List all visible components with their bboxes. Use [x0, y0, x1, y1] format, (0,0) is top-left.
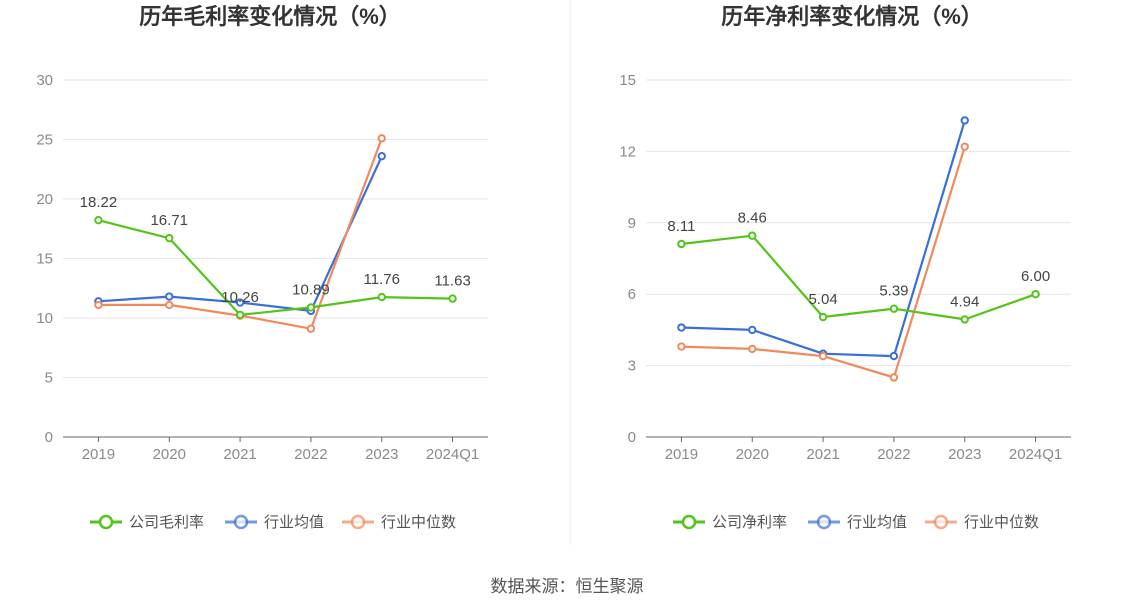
data-point-avg	[235, 298, 245, 307]
legend-label: 行业中位数	[381, 514, 456, 531]
legend-item-avg[interactable]: 行业均值	[808, 514, 907, 531]
data-point-median	[306, 324, 316, 333]
data-point-company	[165, 233, 174, 243]
x-tick-label: 2020	[736, 446, 769, 463]
data-label: 16.71	[150, 212, 188, 229]
data-label: 8.11	[667, 218, 695, 235]
y-tick-label: 20	[36, 191, 53, 208]
legend-marker	[98, 514, 114, 530]
data-point-avg	[960, 116, 969, 125]
legend-marker	[233, 514, 249, 530]
x-tick-label: 2024Q1	[426, 446, 479, 463]
x-tick-label: 2021	[806, 446, 839, 463]
legend-item-median[interactable]: 行业中位数	[925, 514, 1039, 531]
data-label: 6.00	[1021, 268, 1050, 285]
data-point-median	[748, 344, 757, 354]
data-point-company	[377, 292, 386, 302]
y-tick-label: 25	[36, 132, 53, 149]
data-label: 18.22	[80, 194, 118, 211]
legend-item-median[interactable]: 行业中位数	[342, 514, 456, 531]
data-point-company	[235, 310, 245, 320]
x-tick-label: 2020	[153, 446, 186, 463]
chart-title: 历年毛利率变化情况（%）	[139, 4, 401, 29]
data-point-median	[165, 300, 174, 310]
x-tick-label: 2023	[365, 446, 398, 463]
series-line-avg	[98, 155, 383, 312]
data-point-median	[818, 351, 828, 361]
data-label: 4.94	[950, 293, 979, 310]
x-tick-label: 2023	[948, 446, 981, 463]
series-line-company	[681, 234, 1036, 321]
legend-item-company[interactable]: 公司毛利率	[90, 514, 204, 531]
data-point-company	[306, 303, 316, 312]
data-label: 8.46	[738, 210, 767, 227]
data-point-company	[1031, 290, 1040, 299]
data-point-avg	[677, 323, 686, 332]
data-label: 11.76	[364, 271, 400, 288]
legend-item-avg[interactable]: 行业均值	[225, 514, 324, 531]
y-tick-label: 15	[36, 251, 53, 268]
chart-panel-1: 历年毛利率变化情况（%） 0 5 10 15 20 25 30 2019 2020 2021 2022…	[36, 4, 488, 531]
y-tick-label: 0	[628, 429, 636, 446]
chart-title: 历年净利率变化情况（%）	[721, 4, 983, 29]
y-tick-label: 9	[628, 215, 636, 232]
legend-item-company[interactable]: 公司净利率	[673, 514, 787, 531]
y-tick-label: 30	[36, 72, 53, 89]
y-tick-label: 6	[628, 286, 636, 303]
x-tick-label: 2022	[877, 446, 910, 463]
data-point-avg	[748, 325, 757, 335]
legend-label: 公司净利率	[712, 514, 787, 531]
data-point-company	[448, 294, 457, 303]
data-label: 10.89	[292, 281, 330, 298]
legend-label: 行业中位数	[964, 514, 1039, 531]
x-tick-label: 2019	[665, 446, 698, 463]
data-point-avg	[165, 292, 174, 301]
x-tick-label: 2021	[223, 446, 256, 463]
data-point-company	[818, 312, 828, 322]
legend-label: 公司毛利率	[129, 514, 204, 531]
data-point-avg	[377, 151, 386, 161]
legend-marker	[350, 514, 366, 530]
y-tick-label: 5	[45, 370, 53, 387]
data-point-median	[889, 373, 899, 382]
data-point-company	[677, 239, 686, 249]
y-tick-label: 10	[36, 310, 53, 327]
data-point-avg	[889, 351, 899, 361]
x-tick-label: 2019	[82, 446, 115, 463]
x-tick-label: 2022	[294, 446, 327, 463]
data-point-company	[748, 231, 757, 240]
legend-marker	[933, 514, 949, 530]
data-label: 10.26	[221, 289, 259, 306]
data-point-median	[94, 300, 103, 310]
data-point-median	[960, 142, 969, 151]
data-point-company	[960, 315, 969, 324]
data-point-company	[889, 304, 899, 313]
legend-marker	[681, 514, 697, 530]
data-point-company	[94, 215, 103, 225]
legend-marker	[816, 514, 832, 530]
data-label: 5.04	[808, 291, 837, 308]
legend-label: 行业均值	[847, 514, 907, 531]
legend-label: 行业均值	[264, 514, 324, 531]
data-point-median	[677, 342, 686, 351]
y-tick-label: 3	[628, 358, 636, 375]
x-tick-label: 2024Q1	[1009, 446, 1062, 463]
y-tick-label: 15	[619, 72, 636, 89]
y-tick-label: 0	[45, 429, 53, 446]
data-label: 5.39	[879, 283, 908, 300]
data-point-median	[377, 134, 386, 143]
data-label: 11.63	[434, 273, 470, 290]
y-tick-label: 12	[619, 143, 636, 160]
series-line-company	[98, 219, 453, 316]
source-note: 数据来源：恒生聚源	[491, 577, 644, 596]
chart-panel-2: 历年净利率变化情况（%） 0 3 6 9 12 15 2019 2020 2021 2022 2023…	[619, 4, 1071, 531]
